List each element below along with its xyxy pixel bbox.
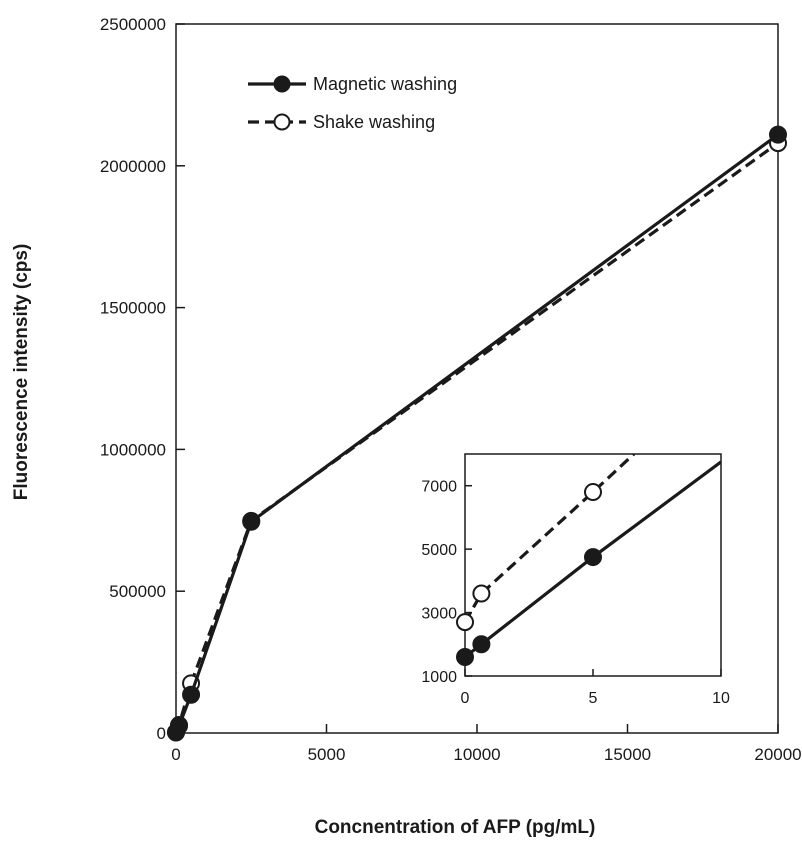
- inset-plot: 1000 3000 5000 7000 0 5 10: [421, 453, 730, 707]
- x-tick-label-1: 5000: [308, 745, 346, 764]
- legend-marker-1: [273, 113, 291, 131]
- series-1-point-1: [472, 584, 491, 603]
- series-0-point-4: [769, 125, 787, 144]
- y-tick-label-3: 1500000: [100, 299, 166, 318]
- legend-label-0: Magnetic washing: [313, 74, 457, 94]
- legend-label-1: Shake washing: [313, 112, 435, 132]
- series-0-point-0: [456, 647, 474, 666]
- legend-marker-0: [273, 75, 291, 93]
- series-0-point-2: [584, 548, 602, 567]
- series-1-line: [465, 454, 636, 623]
- series-0-point-1: [472, 635, 491, 654]
- x-tick-label-3: 15000: [604, 745, 651, 764]
- main-plot: 0 500000 1000000 1500000 2000000 2500000 0 5000…: [11, 15, 802, 838]
- inset-x-tick-label-1: 5: [589, 690, 598, 707]
- inset-x-tick-label-0: 0: [461, 690, 470, 707]
- y-tick-label-2: 1000000: [100, 440, 166, 459]
- inset-y-tick-label-2: 5000: [421, 542, 457, 559]
- inset-y-tick-label-3: 7000: [421, 479, 457, 496]
- x-tick-label-4: 20000: [754, 745, 801, 764]
- series-0-point-1: [170, 716, 189, 735]
- series-0-line: [465, 460, 721, 659]
- legend: Magnetic washing Shake washing: [248, 74, 457, 132]
- y-tick-label-1: 500000: [109, 582, 166, 601]
- x-tick-label-2: 10000: [453, 745, 500, 764]
- series-0-point-3: [242, 512, 261, 531]
- inset-x-tick-label-2: 10: [712, 690, 730, 707]
- y-tick-label-4: 2000000: [100, 157, 166, 176]
- series-1-point-2: [584, 483, 602, 502]
- x-tick-label-0: 0: [171, 745, 180, 764]
- inset-y-tick-label-1: 3000: [421, 606, 457, 623]
- series-0-point-2: [182, 685, 201, 704]
- y-axis-title: Fluorescence intensity (cps): [11, 244, 32, 501]
- series-1-point-0: [456, 613, 474, 632]
- inset-y-tick-label-0: 1000: [421, 669, 457, 686]
- y-tick-label-5: 2500000: [100, 15, 166, 34]
- x-axis-title: Concnentration of AFP (pg/mL): [315, 817, 596, 838]
- y-tick-label-0: 0: [157, 724, 166, 743]
